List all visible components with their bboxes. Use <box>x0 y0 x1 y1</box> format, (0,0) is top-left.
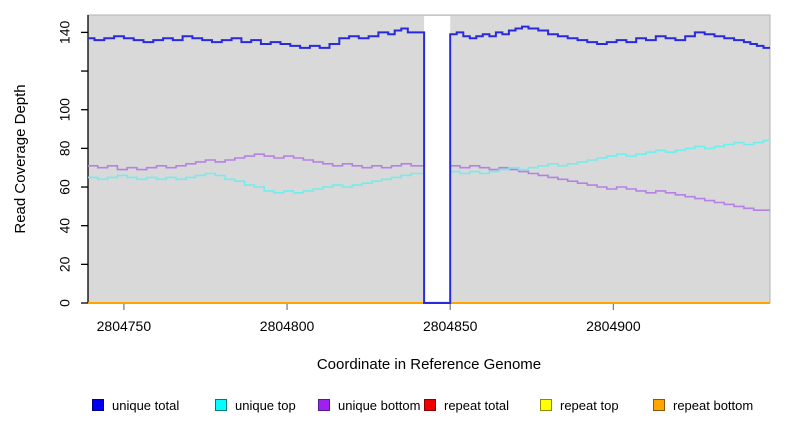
legend-item-unique-total: unique total <box>92 397 179 413</box>
plot-area: 0 20 40 60 80 100 140 2804750 2804800 2804850 2804… <box>57 14 771 334</box>
x-tick-label: 2804900 <box>586 318 641 334</box>
unique-total-swatch-icon <box>92 399 104 411</box>
chart-legend: unique total unique top unique bottom re… <box>0 397 792 417</box>
series-unique-total <box>88 25 770 304</box>
y-tick-label: 40 <box>57 218 73 234</box>
legend-item-unique-bottom: unique bottom <box>318 397 420 413</box>
x-tick-label: 2804800 <box>260 318 315 334</box>
y-axis-title: Read Coverage Depth <box>12 84 29 233</box>
y-tick-label: 20 <box>57 256 73 272</box>
legend-item-repeat-bottom: repeat bottom <box>653 397 753 413</box>
legend-label: repeat bottom <box>673 397 754 413</box>
y-tick-label: 60 <box>57 179 73 195</box>
repeat-bottom-swatch-icon <box>653 399 665 411</box>
x-tick-label: 2804850 <box>423 318 478 334</box>
x-tick-label: 2804750 <box>97 318 152 334</box>
legend-item-repeat-total: repeat total <box>424 397 509 413</box>
y-tick-label: 80 <box>57 140 73 156</box>
unique-top-swatch-icon <box>215 399 227 411</box>
legend-label: repeat total <box>444 397 510 413</box>
legend-label: unique top <box>235 397 296 413</box>
repeat-total-swatch-icon <box>424 399 436 411</box>
x-axis-title: Coordinate in Reference Genome <box>317 356 541 373</box>
y-tick-label: 100 <box>57 98 73 122</box>
y-tick-label: 0 <box>57 299 73 307</box>
unique-bottom-swatch-icon <box>318 399 330 411</box>
series-unique-bottom <box>88 153 770 211</box>
y-tick-label: 140 <box>57 21 73 45</box>
repeat-top-swatch-icon <box>540 399 552 411</box>
no-data-gap <box>424 16 451 302</box>
legend-label: unique total <box>112 397 180 413</box>
legend-item-repeat-top: repeat top <box>540 397 619 413</box>
legend-label: unique bottom <box>338 397 421 413</box>
legend-label: repeat top <box>560 397 619 413</box>
legend-item-unique-top: unique top <box>215 397 296 413</box>
